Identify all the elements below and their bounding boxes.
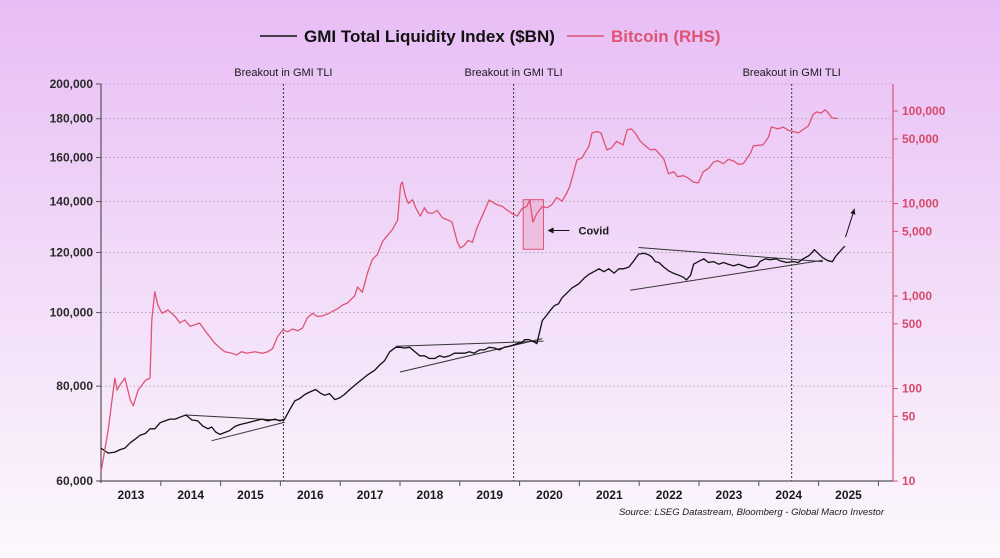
right-tick-label: 100 [902, 382, 922, 396]
right-tick-label: 5,000 [902, 224, 932, 238]
breakout-lines: Breakout in GMI TLI Breakout in GMI TLI Br… [234, 67, 841, 481]
right-tick-label: 500 [902, 317, 922, 331]
left-axis-ticks: 60,000 80,000 100,000 120,000 140,000 160,000… [50, 77, 101, 488]
annotations: Covid [185, 199, 856, 442]
x-tick-label: 2015 [237, 488, 264, 502]
breakout-label: Breakout in GMI TLI [234, 67, 332, 79]
x-tick-label: 2024 [775, 488, 802, 502]
trendline [630, 259, 823, 291]
x-tick-label: 2020 [536, 488, 563, 502]
x-tick-label: 2022 [656, 488, 683, 502]
legend-label-gmi: GMI Total Liquidity Index ($BN) [304, 27, 555, 46]
left-tick-label: 200,000 [50, 77, 94, 91]
projection-arrow-head [850, 208, 856, 215]
axes [98, 84, 894, 483]
bitcoin-line [100, 109, 838, 473]
x-tick-label: 2019 [476, 488, 503, 502]
trendline [185, 414, 285, 421]
gridlines [101, 83, 893, 387]
legend: GMI Total Liquidity Index ($BN) Bitcoin … [260, 27, 721, 46]
right-tick-label: 100,000 [902, 104, 946, 118]
left-tick-label: 160,000 [50, 151, 94, 165]
left-tick-label: 140,000 [50, 195, 94, 209]
legend-label-btc: Bitcoin (RHS) [611, 27, 721, 46]
left-tick-label: 100,000 [50, 306, 94, 320]
covid-label: Covid [579, 225, 610, 237]
covid-arrow-head [547, 227, 554, 234]
trendline [638, 247, 823, 263]
x-tick-label: 2014 [177, 488, 204, 502]
left-tick-label: 120,000 [50, 245, 94, 259]
x-tick-label: 2017 [357, 488, 384, 502]
series [100, 109, 846, 473]
x-tick-label: 2016 [297, 488, 324, 502]
right-tick-label: 10,000 [902, 197, 939, 211]
trendline [211, 421, 285, 442]
right-tick-label: 50 [902, 409, 916, 423]
trendline [395, 340, 544, 347]
breakout-label: Breakout in GMI TLI [465, 67, 563, 79]
breakout-label: Breakout in GMI TLI [743, 67, 841, 79]
x-tick-label: 2023 [716, 488, 743, 502]
right-tick-label: 10 [902, 474, 916, 488]
x-tick-label: 2013 [118, 488, 145, 502]
source-note: Source: LSEG Datastream, Bloomberg - Glo… [619, 507, 885, 518]
right-tick-label: 50,000 [902, 132, 939, 146]
right-axis-ticks: 10 50 100 500 1,000 5,000 10,000 50,000 100,000 [893, 104, 946, 488]
trendline [399, 338, 543, 373]
x-tick-label: 2021 [596, 488, 623, 502]
left-tick-label: 80,000 [56, 379, 93, 393]
gmi-liquidity-line [100, 245, 846, 454]
x-tick-label: 2025 [835, 488, 862, 502]
left-tick-label: 60,000 [56, 474, 93, 488]
x-axis-ticks: 2013 2014 2015 2016 2017 2018 2019 2020 2021 2022… [118, 481, 879, 502]
left-tick-label: 180,000 [50, 112, 94, 126]
x-tick-label: 2018 [417, 488, 444, 502]
right-tick-label: 1,000 [902, 289, 932, 303]
